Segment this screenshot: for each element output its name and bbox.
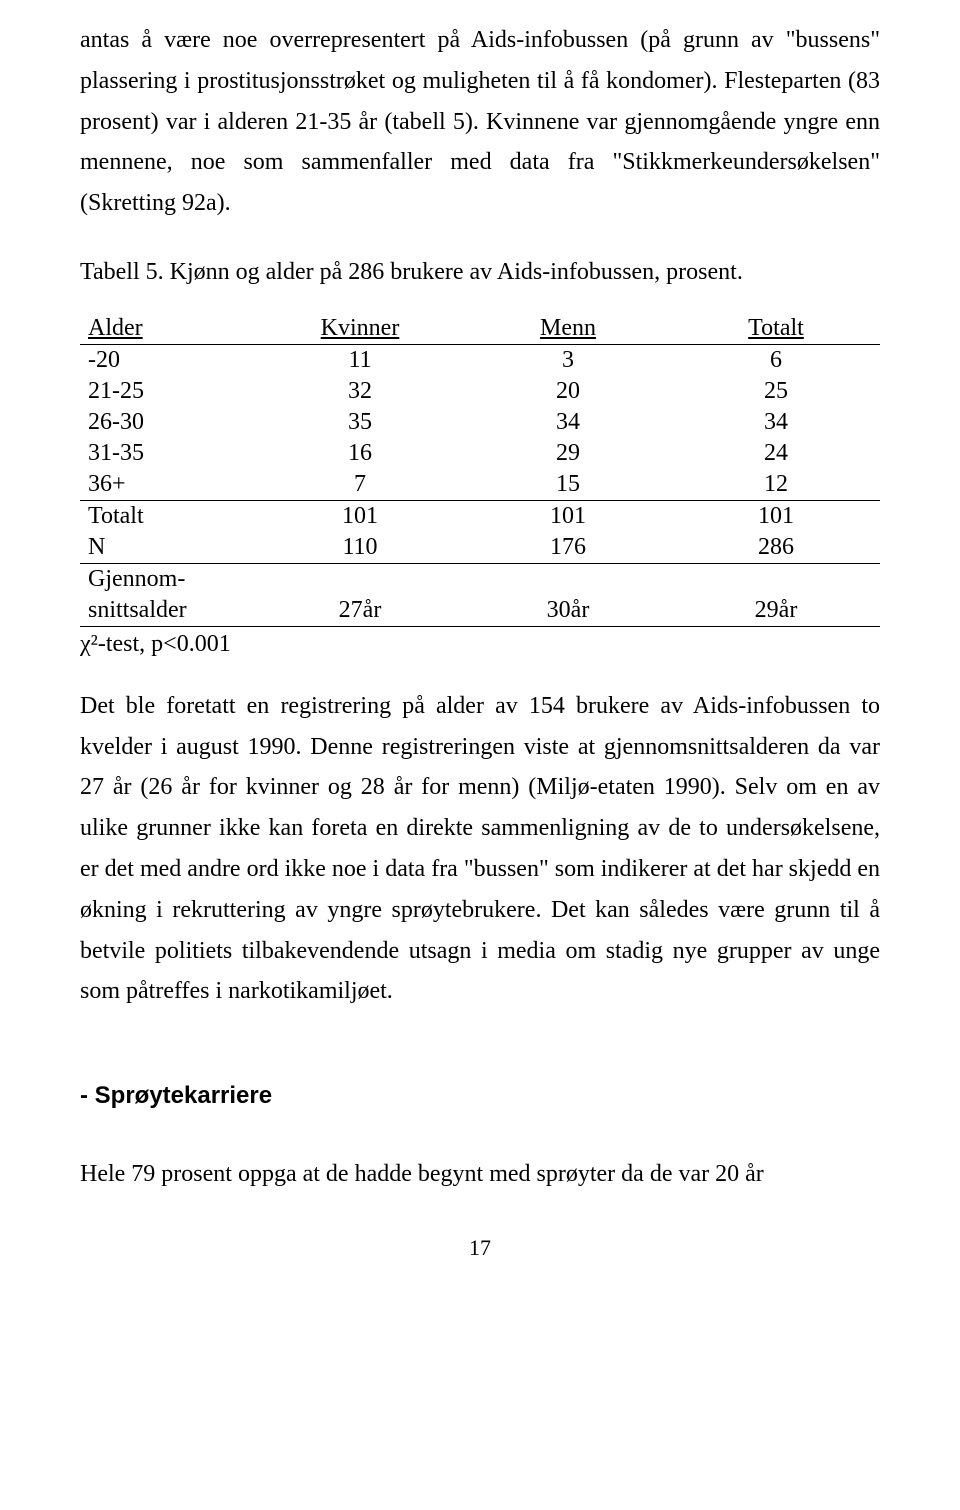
cell: N bbox=[80, 532, 256, 564]
cell: 34 bbox=[672, 407, 880, 438]
col-kvinner: Kvinner bbox=[256, 313, 464, 345]
col-menn: Menn bbox=[464, 313, 672, 345]
cell: 6 bbox=[672, 344, 880, 376]
chi-square-note: χ²-test, p<0.001 bbox=[80, 631, 880, 658]
cell: 24 bbox=[672, 438, 880, 469]
table-row: 31-35 16 29 24 bbox=[80, 438, 880, 469]
cell: 34 bbox=[464, 407, 672, 438]
cell: 26-30 bbox=[80, 407, 256, 438]
age-gender-table: Alder Kvinner Menn Totalt -20 11 3 6 21-… bbox=[80, 313, 880, 627]
cell: 110 bbox=[256, 532, 464, 564]
col-alder: Alder bbox=[80, 313, 256, 345]
cell: snittsalder bbox=[80, 595, 256, 627]
cell: 3 bbox=[464, 344, 672, 376]
section-heading: - Sprøytekarriere bbox=[80, 1082, 880, 1110]
table-row: -20 11 3 6 bbox=[80, 344, 880, 376]
cell bbox=[672, 563, 880, 595]
cell: 27år bbox=[256, 595, 464, 627]
cell: 35 bbox=[256, 407, 464, 438]
cell: 32 bbox=[256, 376, 464, 407]
cell: 29år bbox=[672, 595, 880, 627]
cell: 15 bbox=[464, 469, 672, 501]
cell: 31-35 bbox=[80, 438, 256, 469]
cell: 101 bbox=[464, 500, 672, 532]
cell: 16 bbox=[256, 438, 464, 469]
cell: 7 bbox=[256, 469, 464, 501]
table-row: 36+ 7 15 12 bbox=[80, 469, 880, 501]
table-row-mean-label: Gjennom- bbox=[80, 563, 880, 595]
cell: 12 bbox=[672, 469, 880, 501]
table-caption: Tabell 5. Kjønn og alder på 286 brukere … bbox=[80, 252, 880, 293]
cell: 21-25 bbox=[80, 376, 256, 407]
table-row: 21-25 32 20 25 bbox=[80, 376, 880, 407]
cell: 20 bbox=[464, 376, 672, 407]
cell bbox=[256, 563, 464, 595]
paragraph-career: Hele 79 prosent oppga at de hadde begynt… bbox=[80, 1154, 880, 1195]
cell: 101 bbox=[672, 500, 880, 532]
paragraph-intro: antas å være noe overrepresentert på Aid… bbox=[80, 20, 880, 224]
cell: -20 bbox=[80, 344, 256, 376]
document-page: antas å være noe overrepresentert på Aid… bbox=[0, 0, 960, 1301]
cell: Totalt bbox=[80, 500, 256, 532]
cell: 176 bbox=[464, 532, 672, 564]
cell: Gjennom- bbox=[80, 563, 256, 595]
cell: 101 bbox=[256, 500, 464, 532]
page-number: 17 bbox=[80, 1235, 880, 1261]
cell: 30år bbox=[464, 595, 672, 627]
cell: 29 bbox=[464, 438, 672, 469]
table-row: 26-30 35 34 34 bbox=[80, 407, 880, 438]
cell bbox=[464, 563, 672, 595]
col-totalt: Totalt bbox=[672, 313, 880, 345]
table-header-row: Alder Kvinner Menn Totalt bbox=[80, 313, 880, 345]
cell: 286 bbox=[672, 532, 880, 564]
table-row-mean: snittsalder 27år 30år 29år bbox=[80, 595, 880, 627]
table-row-total: Totalt 101 101 101 bbox=[80, 500, 880, 532]
table-row-n: N 110 176 286 bbox=[80, 532, 880, 564]
cell: 25 bbox=[672, 376, 880, 407]
cell: 11 bbox=[256, 344, 464, 376]
cell: 36+ bbox=[80, 469, 256, 501]
paragraph-analysis: Det ble foretatt en registrering på alde… bbox=[80, 686, 880, 1012]
